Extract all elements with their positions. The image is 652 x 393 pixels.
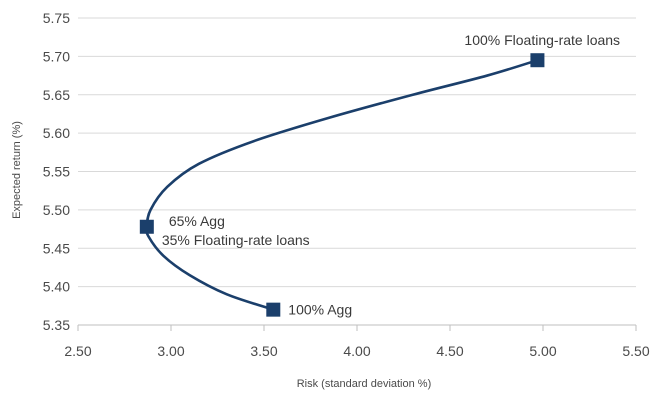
marker-label: 65% Agg: [169, 213, 225, 229]
marker-labels: 100% Floating-rate loans 65% Agg 35% Float…: [162, 32, 620, 317]
y-tick-label: 5.45: [43, 240, 70, 256]
x-tick-label: 4.50: [436, 343, 463, 359]
markers: [139, 53, 545, 317]
gridlines: [78, 17, 636, 288]
y-tick-label: 5.50: [43, 202, 70, 218]
y-tick-labels: 5.35 5.40 5.45 5.50 5.55 5.60 5.65 5.70 5.75: [43, 10, 70, 333]
x-tick-label: 5.50: [622, 343, 649, 359]
data-marker: [266, 302, 281, 317]
y-tick-label: 5.60: [43, 125, 70, 141]
data-marker: [530, 53, 545, 68]
y-tick-label: 5.55: [43, 164, 70, 180]
x-tick-labels: 2.50 3.00 3.50 4.00 4.50 5.00 5.50: [64, 343, 649, 359]
frontier-line: [145, 58, 538, 311]
marker-label: 35% Floating-rate loans: [162, 232, 310, 248]
x-tick-label: 5.00: [529, 343, 556, 359]
y-tick-label: 5.70: [43, 48, 70, 64]
y-tick-label: 5.40: [43, 279, 70, 295]
y-tick-label: 5.65: [43, 87, 70, 103]
marker-label: 100% Agg: [288, 302, 352, 318]
x-tick-label: 4.00: [343, 343, 370, 359]
x-tick-label: 2.50: [64, 343, 91, 359]
data-marker: [139, 219, 154, 234]
y-tick-label: 5.75: [43, 10, 70, 26]
y-tick-label: 5.35: [43, 317, 70, 333]
axes: [77, 324, 637, 331]
y-axis-title: Expected return (%): [11, 121, 23, 219]
x-tick-label: 3.00: [157, 343, 184, 359]
marker-label: 100% Floating-rate loans: [464, 32, 620, 48]
x-axis-title: Risk (standard deviation %): [297, 378, 432, 390]
x-tick-label: 3.50: [250, 343, 277, 359]
